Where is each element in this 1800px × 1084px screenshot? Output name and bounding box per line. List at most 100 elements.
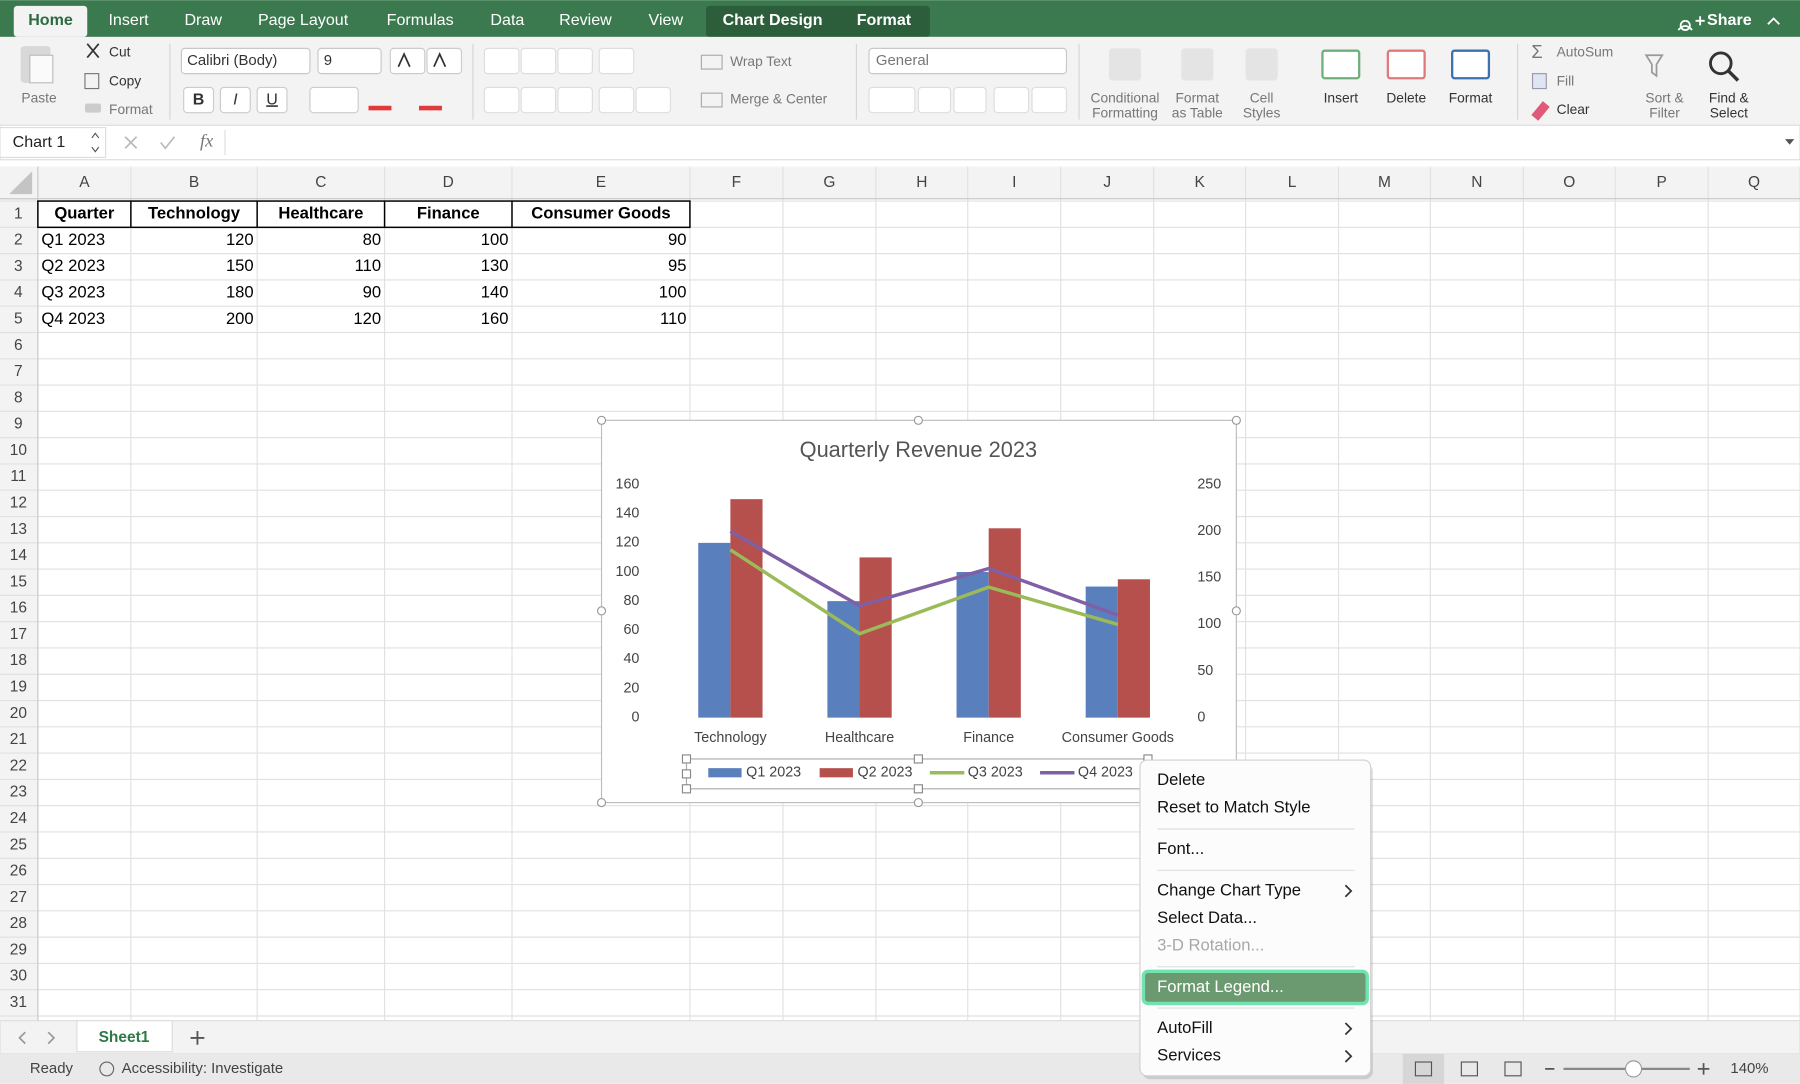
add-sheet[interactable] <box>190 1031 205 1045</box>
data-cell[interactable]: 100 <box>659 283 687 302</box>
row-header[interactable]: 10 <box>10 442 27 459</box>
row-header[interactable]: 31 <box>10 994 27 1011</box>
row-header[interactable]: 11 <box>10 468 26 485</box>
column-header[interactable]: I <box>1012 174 1016 191</box>
font-style[interactable]: U <box>266 90 278 108</box>
number-format[interactable]: General <box>876 52 929 69</box>
row-header[interactable]: 1 <box>14 205 23 222</box>
menu-item[interactable]: Delete <box>1157 770 1205 789</box>
data-cell[interactable]: 140 <box>481 283 509 302</box>
cells-button[interactable]: Format <box>1449 91 1493 106</box>
font-style[interactable]: B <box>193 90 205 108</box>
chart-handle[interactable] <box>596 606 607 616</box>
paste-button[interactable]: Paste <box>21 91 57 106</box>
menu-item[interactable]: Font... <box>1157 839 1204 858</box>
row-header[interactable]: 5 <box>14 311 23 328</box>
row-header[interactable]: 19 <box>10 679 27 696</box>
data-cell[interactable]: Q4 2023 <box>41 309 105 328</box>
column-header[interactable]: D <box>443 174 454 191</box>
header-cell[interactable]: Technology <box>148 204 241 223</box>
row-header[interactable]: 17 <box>10 626 27 643</box>
row-header[interactable]: 6 <box>14 337 23 354</box>
data-cell[interactable]: 95 <box>668 256 687 275</box>
autosum-button[interactable]: AutoSum <box>1557 45 1614 60</box>
menu-item[interactable]: Format Legend... <box>1157 977 1284 996</box>
row-header[interactable]: 12 <box>10 495 27 512</box>
styles-button-label[interactable]: as Table <box>1172 105 1223 120</box>
column-header[interactable]: M <box>1378 174 1391 191</box>
styles-button-label[interactable]: Conditional <box>1091 91 1160 106</box>
ribbon-tab[interactable]: Review <box>559 11 612 29</box>
font-name[interactable]: Calibri (Body) <box>187 52 277 69</box>
data-cell[interactable]: 90 <box>363 283 381 302</box>
column-header[interactable]: E <box>596 174 606 191</box>
row-header[interactable]: 2 <box>14 232 23 249</box>
column-header[interactable]: O <box>1563 174 1575 191</box>
data-cell[interactable]: 90 <box>668 230 687 249</box>
font-size[interactable]: 9 <box>324 52 332 69</box>
column-header[interactable]: P <box>1657 174 1667 191</box>
zoom-level[interactable]: 140% <box>1730 1060 1768 1077</box>
column-header[interactable]: C <box>315 174 326 191</box>
menu-item[interactable]: Reset to Match Style <box>1157 798 1310 817</box>
row-header[interactable]: 22 <box>10 757 27 774</box>
styles-button-label[interactable]: Format <box>1176 91 1220 106</box>
data-cell[interactable]: 160 <box>481 309 509 328</box>
row-header[interactable]: 25 <box>10 836 27 853</box>
data-cell[interactable]: Q3 2023 <box>41 283 105 302</box>
share-button[interactable]: Share <box>1707 11 1752 29</box>
column-header[interactable]: L <box>1288 174 1297 191</box>
menu-item[interactable]: Services <box>1157 1046 1221 1065</box>
row-header[interactable]: 4 <box>14 284 23 301</box>
row-header[interactable]: 20 <box>10 705 27 722</box>
sort-filter-button[interactable]: Filter <box>1649 105 1680 120</box>
data-cell[interactable]: 120 <box>226 230 254 249</box>
legend-label[interactable]: Q4 2023 <box>1078 765 1133 781</box>
row-header[interactable]: 14 <box>10 547 28 564</box>
find-select-button[interactable]: Select <box>1710 105 1748 120</box>
cells-button[interactable]: Delete <box>1386 91 1426 106</box>
chart-handle[interactable] <box>596 415 607 425</box>
column-header[interactable]: N <box>1471 174 1482 191</box>
data-cell[interactable]: 130 <box>481 256 509 275</box>
accessibility-status[interactable]: Accessibility: Investigate <box>122 1060 284 1077</box>
ribbon-tab[interactable]: Data <box>490 11 524 29</box>
row-header[interactable]: 18 <box>10 652 27 669</box>
ribbon-tab[interactable]: Home <box>28 11 73 29</box>
row-header[interactable]: 9 <box>14 416 23 433</box>
data-cell[interactable]: Q1 2023 <box>41 230 105 249</box>
header-cell[interactable]: Finance <box>417 204 480 223</box>
data-cell[interactable]: 120 <box>353 309 381 328</box>
data-cell[interactable]: 80 <box>363 230 381 249</box>
ribbon-tab[interactable]: Formulas <box>387 11 454 29</box>
merge-center-button[interactable]: Merge & Center <box>730 92 828 107</box>
format-painter-button[interactable]: Format <box>109 102 153 117</box>
fill-button[interactable]: Fill <box>1557 73 1575 88</box>
styles-button-label[interactable]: Styles <box>1243 105 1281 120</box>
row-header[interactable]: 13 <box>10 521 27 538</box>
name-box-text[interactable]: Chart 1 <box>13 133 66 151</box>
data-cell[interactable]: 150 <box>226 256 254 275</box>
row-header[interactable]: 21 <box>10 731 27 748</box>
row-header[interactable]: 29 <box>10 941 27 958</box>
clear-button[interactable]: Clear <box>1557 102 1590 117</box>
cells-button[interactable]: Insert <box>1324 91 1359 106</box>
sort-filter-button[interactable]: Sort & <box>1645 91 1683 106</box>
data-cell[interactable]: 110 <box>660 309 687 328</box>
row-header[interactable]: 24 <box>10 810 28 827</box>
styles-button-label[interactable]: Cell <box>1250 91 1274 106</box>
legend-label[interactable]: Q1 2023 <box>746 765 801 781</box>
header-cell[interactable]: Quarter <box>54 204 115 223</box>
column-header[interactable]: B <box>189 174 199 191</box>
column-header[interactable]: G <box>823 174 835 191</box>
chart-handle[interactable] <box>1231 415 1241 425</box>
data-cell[interactable]: 180 <box>226 283 254 302</box>
header-cell[interactable]: Consumer Goods <box>531 204 670 223</box>
menu-item[interactable]: Change Chart Type <box>1157 880 1301 899</box>
row-header[interactable]: 16 <box>10 600 27 617</box>
wrap-text-button[interactable]: Wrap Text <box>730 54 792 69</box>
row-header[interactable]: 8 <box>14 389 23 406</box>
row-header[interactable]: 27 <box>10 889 27 906</box>
ribbon-tab[interactable]: Insert <box>108 11 149 29</box>
chart-handle[interactable] <box>596 797 607 808</box>
